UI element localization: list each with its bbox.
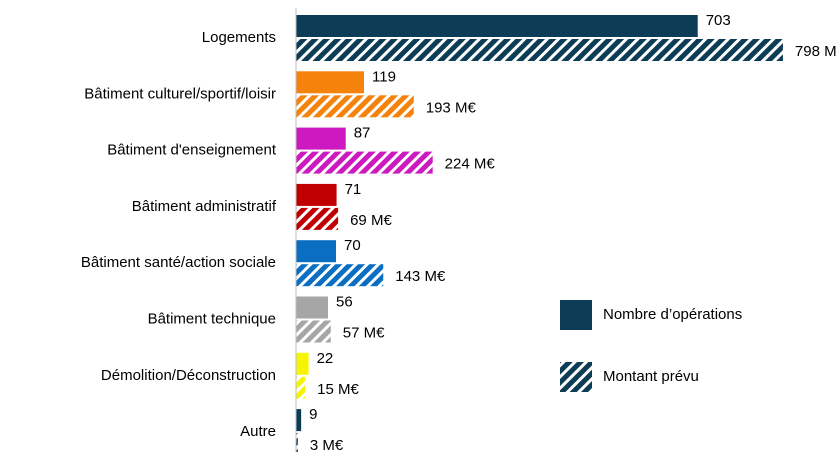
category-label: Bâtiment santé/action sociale (81, 254, 276, 271)
bar (296, 151, 433, 174)
bar (296, 71, 364, 94)
bar (296, 15, 698, 37)
value-label: 57 M€ (343, 324, 385, 341)
value-label: 143 M€ (395, 268, 446, 285)
value-label: 87 (354, 125, 371, 142)
category-label: Bâtiment d'enseignement (107, 142, 277, 159)
bar (296, 352, 309, 375)
bar (296, 320, 331, 343)
value-label: 224 M€ (445, 156, 496, 173)
bar (296, 207, 339, 230)
value-label: 9 (309, 406, 317, 423)
category-label: Bâtiment technique (148, 310, 276, 327)
value-label: 22 (317, 350, 334, 367)
value-label: 71 (345, 181, 362, 198)
value-label: 193 M€ (426, 99, 477, 116)
value-label: 798 M€ (795, 43, 836, 60)
bar (296, 409, 302, 432)
legend-label: Nombre d’opérations (603, 306, 742, 323)
category-label: Bâtiment culturel/sportif/loisir (84, 85, 276, 102)
value-label: 70 (344, 237, 361, 254)
legend-swatch (560, 362, 592, 392)
category-label: Démolition/Déconstruction (101, 367, 276, 384)
bar (296, 95, 414, 118)
bar (296, 183, 337, 206)
bar (296, 240, 336, 263)
bar (296, 433, 298, 452)
category-label: Bâtiment administratif (132, 198, 277, 215)
value-label: 703 (706, 12, 731, 29)
category-label: Autre (240, 423, 276, 440)
category-label: Logements (202, 29, 276, 46)
legend-label: Montant prévu (603, 368, 699, 385)
value-label: 3 M€ (310, 437, 344, 452)
bar (296, 127, 346, 150)
bar (296, 296, 328, 319)
bar (296, 264, 384, 287)
bar (296, 376, 306, 399)
value-label: 56 (336, 293, 353, 310)
legend-swatch (560, 300, 592, 330)
value-label: 119 (372, 68, 396, 85)
bar (296, 39, 783, 61)
value-label: 69 M€ (350, 212, 392, 229)
value-label: 15 M€ (317, 381, 359, 398)
